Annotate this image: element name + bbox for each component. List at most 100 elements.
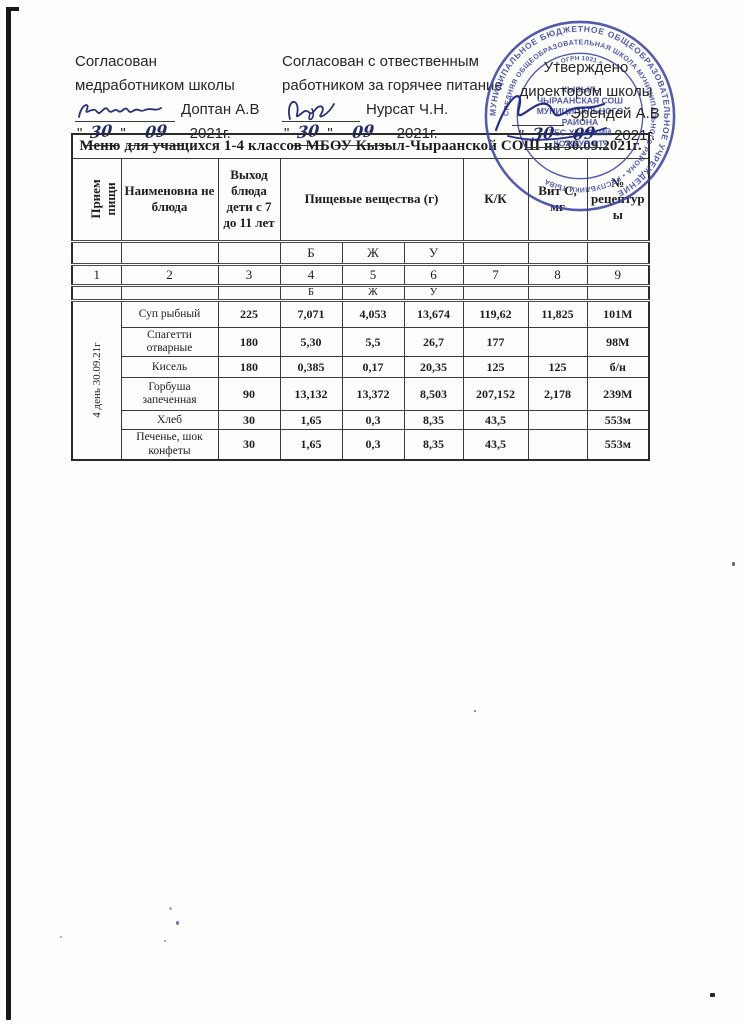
bju-subheader-row-small: Б Ж У: [71, 283, 650, 302]
signature-line: [75, 100, 175, 122]
bju-b: Б: [279, 239, 343, 266]
menu-cell: [527, 326, 588, 358]
dish-name: Спагетти отварные: [120, 326, 219, 358]
menu-cell: 13,674: [403, 300, 464, 328]
menu-cell: 0,3: [341, 410, 405, 431]
col-number: 6: [403, 262, 464, 287]
approval-line: работником за горячее питание: [282, 77, 503, 94]
column-numbers-row: 1 2 3 4 5 6 7 8 9: [71, 262, 650, 287]
day-line: 30: [526, 123, 561, 148]
approver-name: Доптан А.В: [181, 101, 260, 118]
menu-row: Спагетти отварные 180 5,30 5,5 26,7 177 …: [72, 326, 650, 358]
empty-cell: [71, 283, 122, 302]
menu-cell: 125: [462, 356, 529, 379]
col-number: 3: [217, 262, 281, 287]
scan-noise-speck: [710, 993, 715, 997]
menu-row: Хлеб 30 1,65 0,3 8,35 43,5 553м: [72, 410, 650, 431]
signature-line: [512, 106, 565, 126]
menu-cell: 7,071: [279, 300, 343, 328]
menu-cell: 239М: [586, 377, 650, 412]
menu-cell: 225: [217, 300, 281, 328]
menu-cell: 20,35: [403, 356, 464, 379]
menu-cell: 101М: [586, 300, 650, 328]
menu-cell: 8,35: [403, 410, 464, 431]
dish-name: Суп рыбный: [120, 300, 219, 328]
scan-noise-speck: [732, 562, 735, 566]
menu-cell: 90: [217, 377, 281, 412]
signature-row: Нурсат Ч.Н.: [282, 98, 497, 122]
scan-noise-speck: [474, 710, 476, 712]
stamp-center-line: РАЙОНА: [562, 116, 599, 127]
approval-date: " 30 09 2021г.: [500, 123, 672, 148]
director-signature: [494, 95, 607, 141]
stamp-inner-ring: [516, 52, 644, 180]
menu-row: Кисель 180 0,385 0,17 20,35 125 125 б/н: [72, 356, 650, 379]
menu-cell: 177: [462, 326, 529, 358]
empty-cell: [586, 283, 650, 302]
menu-header-row: Прием пищи Наименовна не блюда Выход блю…: [71, 157, 650, 242]
menu-cell: 26,7: [403, 326, 464, 358]
menu-cell: [527, 429, 588, 461]
dish-name: Горбуша запеченная: [120, 377, 219, 412]
approver-name: Нурсат Ч.Н.: [366, 101, 449, 118]
signature-row: Доптан А.В: [75, 98, 280, 122]
col-number: 5: [341, 262, 405, 287]
menu-cell: 8,35: [403, 429, 464, 461]
empty-cell: [71, 239, 122, 266]
menu-cell: 2,178: [527, 377, 588, 412]
menu-cell: 0,385: [279, 356, 343, 379]
stamp-center-line: КЫЗЫЛ-: [562, 84, 599, 94]
menu-cell: 13,132: [279, 377, 343, 412]
header-naimenovanie: Наименовна не блюда: [120, 157, 219, 242]
menu-cell: 180: [217, 356, 281, 379]
empty-cell: [586, 239, 650, 266]
col-number: 4: [279, 262, 343, 287]
menu-cell: 125: [527, 356, 588, 379]
menu-cell: 0,3: [341, 429, 405, 461]
menu-table: Меню для учащихся 1-4 классов МБОУ Кызыл…: [71, 133, 651, 461]
menu-cell: 30: [217, 429, 281, 461]
signature-row: Эрендей А.В: [500, 104, 672, 126]
menu-cell: 98М: [586, 326, 650, 358]
menu-title: Меню для учащихся 1-4 классов МБОУ Кызыл…: [71, 133, 650, 159]
stamp-outer-ring: [484, 20, 676, 212]
col-number: 8: [527, 262, 588, 287]
scan-noise-speck: [176, 921, 179, 925]
menu-cell: 5,30: [279, 326, 343, 358]
col-number: 2: [120, 262, 219, 287]
header-vyhod: Выход блюда дети с 7 до 11 лет: [217, 157, 281, 242]
approval-block-director: Утверждено директором школы Эрендей А.В …: [500, 56, 672, 148]
bju-b: Б: [279, 283, 343, 302]
menu-cell: 4,053: [341, 300, 405, 328]
empty-cell: [217, 283, 281, 302]
approval-block-medworker: Согласован медработником школы Доптан А.…: [75, 50, 280, 146]
header-nutrients: Пищевые вещества (г): [279, 157, 464, 242]
approval-line: Согласован: [75, 53, 157, 70]
stamp-center-line: КОЖУУН РТ•: [553, 138, 606, 148]
menu-cell: 1,65: [279, 410, 343, 431]
approval-line: директором школы: [519, 83, 653, 100]
menu-cell: 13,372: [341, 377, 405, 412]
menu-cell: 30: [217, 410, 281, 431]
meal-worker-signature: [288, 100, 335, 121]
approval-block-meal-worker: Согласован с отвественным работником за …: [282, 50, 503, 146]
menu-cell: 43,5: [462, 429, 529, 461]
stamp-center-line: МУНИЦИПАЛЬНОГО: [537, 106, 624, 116]
col-number: 9: [586, 262, 650, 287]
empty-cell: [120, 283, 219, 302]
scan-noise-speck: [169, 907, 172, 910]
medworker-signature: [78, 104, 162, 118]
menu-cell: 119,62: [462, 300, 529, 328]
menu-cell: 5,5: [341, 326, 405, 358]
menu-row: Печенье, шок конфеты 30 1,65 0,3 8,35 43…: [72, 429, 650, 461]
menu-cell: б/н: [586, 356, 650, 379]
menu-title-row: Меню для учащихся 1-4 классов МБОУ Кызыл…: [71, 133, 650, 159]
scan-edge-artifact: [6, 7, 11, 1020]
approver-name: Эрендей А.В: [570, 105, 660, 122]
empty-cell: [217, 239, 281, 266]
scan-edge-artifact-stub: [6, 7, 19, 11]
empty-cell: [462, 239, 529, 266]
menu-cell: 180: [217, 326, 281, 358]
day-label-cell: 4 день 30.09.21г: [71, 299, 122, 461]
